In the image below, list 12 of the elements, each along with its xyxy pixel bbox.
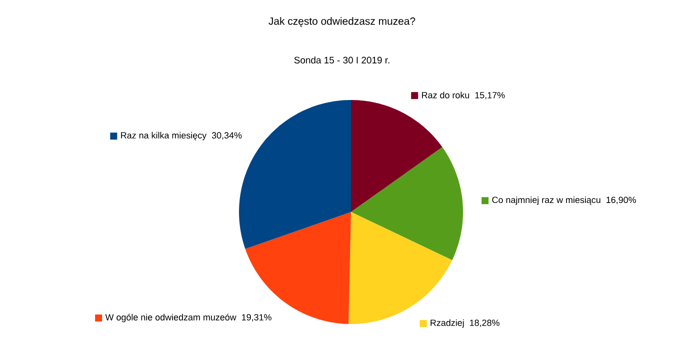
chart-subtitle: Sonda 15 - 30 I 2019 r.	[294, 56, 390, 64]
legend-label: Co najmniej raz w miesiącu	[492, 196, 600, 205]
legend-label: Raz na kilka miesięcy	[121, 132, 207, 140]
data-label: 30,34%	[212, 132, 242, 140]
legend-label: W ogóle nie odwiedzam muzeów	[105, 314, 236, 322]
legend-label: Raz do roku	[422, 92, 470, 98]
data-label: 18,28%	[470, 320, 500, 328]
data-label: 19,31%	[242, 314, 272, 322]
chart-title: Jak często odwiedzasz muzea?	[268, 17, 416, 27]
data-label: 15,17%	[475, 92, 505, 100]
data-label: 16,90%	[606, 196, 636, 204]
legend-label: Rzadziej	[430, 319, 464, 328]
